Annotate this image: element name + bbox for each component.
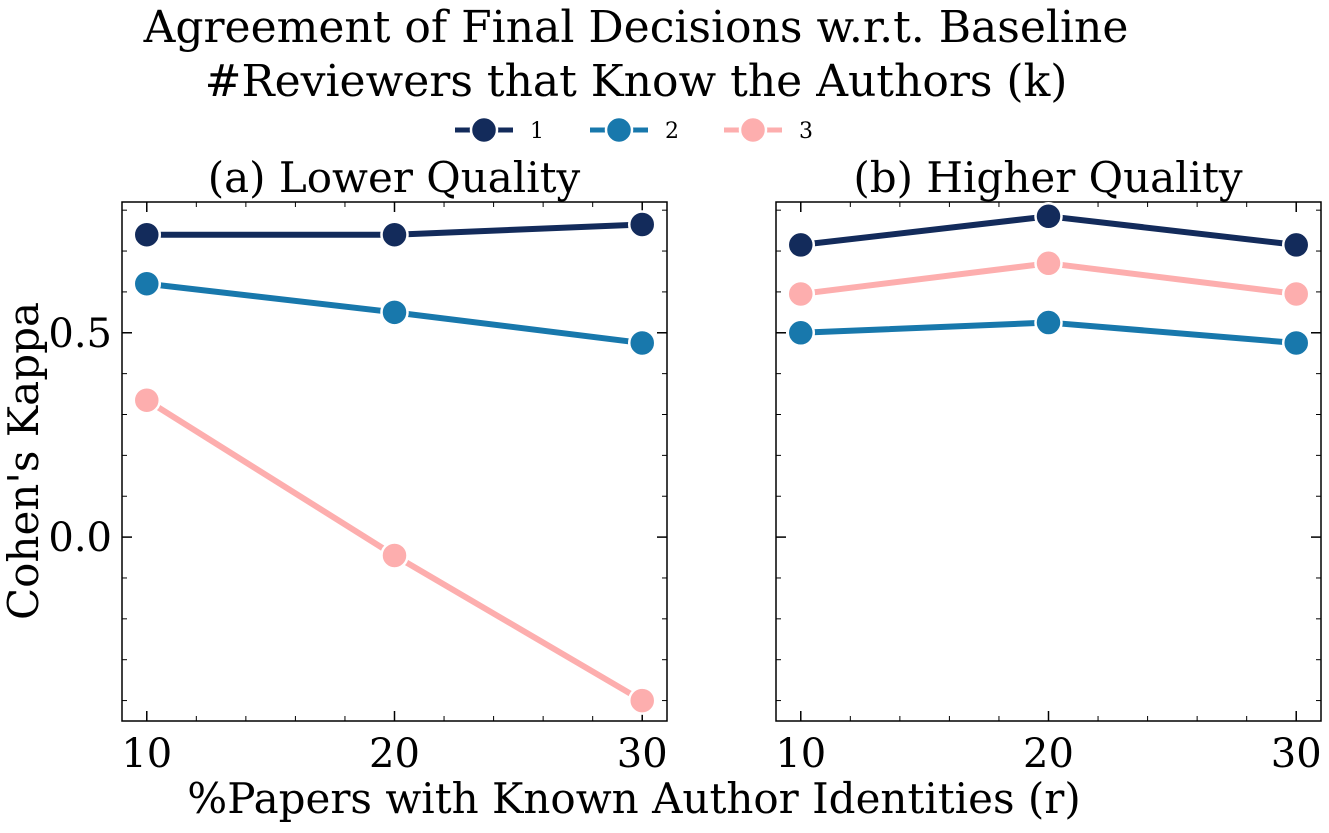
data-point-a-k2 <box>380 298 409 327</box>
y-tick-label-a: 0.5 <box>48 311 112 357</box>
x-tick-label-b: 30 <box>1271 731 1322 777</box>
legend-label-1: 1 <box>530 119 544 144</box>
subplot-lower-quality: 10 20 30 0.5 0.0 <box>48 201 668 777</box>
data-point-a-k3 <box>132 385 162 415</box>
y-axis-label: Cohen's Kappa <box>0 302 48 620</box>
data-point-a-k3 <box>380 541 409 570</box>
legend-marker-1 <box>469 115 499 145</box>
data-point-b-k3 <box>786 279 816 309</box>
data-point-b-k1 <box>1034 202 1063 231</box>
legend-label-2: 2 <box>665 119 679 144</box>
x-tick-label-b: 20 <box>1023 731 1074 777</box>
x-tick-label-a: 10 <box>121 731 172 777</box>
data-point-a-k1 <box>627 210 657 239</box>
y-tick-label-a: 0.0 <box>48 515 112 561</box>
legend-marker-3 <box>738 115 768 145</box>
data-point-b-k3 <box>1034 249 1063 278</box>
subplot-b-title: (b) Higher Quality <box>853 153 1243 202</box>
data-point-b-k1 <box>1281 230 1311 260</box>
data-point-b-k2 <box>1281 328 1311 358</box>
plot-frame-a <box>121 201 668 722</box>
data-point-b-k2 <box>1034 308 1063 337</box>
legend-marker-2 <box>604 115 634 145</box>
data-point-b-k2 <box>786 318 816 348</box>
legend-entry-1: 1 <box>455 115 544 145</box>
data-point-b-k1 <box>786 230 816 260</box>
x-tick-label-a: 20 <box>369 731 420 777</box>
subplot-higher-quality: 10 20 30 <box>775 201 1322 777</box>
data-point-a-k1 <box>380 220 409 249</box>
legend: 1 2 3 <box>455 115 813 145</box>
legend-label-3: 3 <box>799 119 813 144</box>
x-axis-label: %Papers with Known Author Identities (r) <box>187 774 1080 823</box>
plot-frame-b <box>775 201 1322 722</box>
data-point-a-k2 <box>132 269 162 298</box>
data-point-a-k2 <box>627 328 657 358</box>
legend-entry-3: 3 <box>724 115 813 145</box>
data-point-b-k3 <box>1281 279 1311 309</box>
figure-title-line2: #Reviewers that Know the Authors (k) <box>205 56 1068 107</box>
legend-entry-2: 2 <box>590 115 679 145</box>
x-tick-label-b: 10 <box>775 731 826 777</box>
x-tick-label-a: 30 <box>617 731 668 777</box>
subplot-a-title: (a) Lower Quality <box>208 153 581 202</box>
data-point-a-k1 <box>132 220 162 249</box>
data-point-a-k3 <box>627 686 657 715</box>
figure-title-line1: Agreement of Final Decisions w.r.t. Base… <box>143 2 1129 53</box>
